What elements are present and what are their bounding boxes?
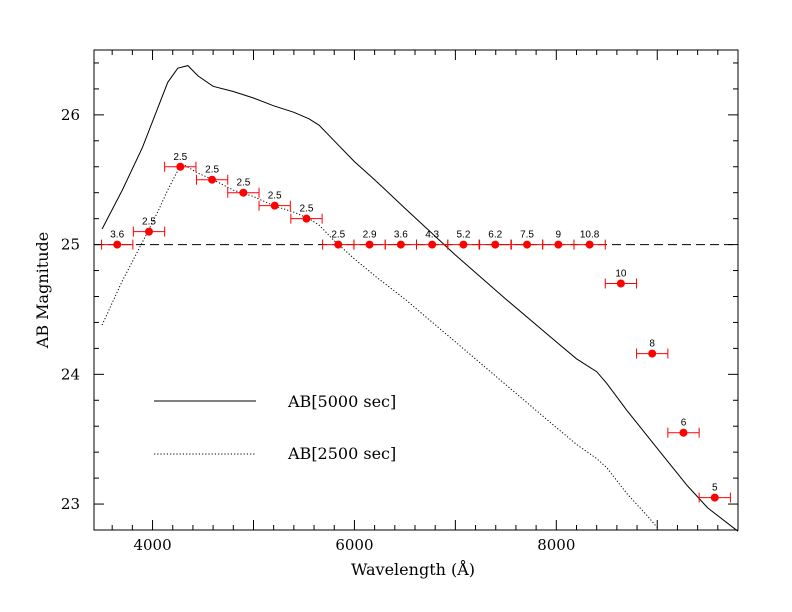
data-point-11: 5.2 [447, 230, 480, 250]
point-label: 2.9 [363, 230, 377, 241]
point-label: 2.5 [268, 191, 282, 202]
point-marker [585, 240, 594, 249]
y-axis-title: AB Magnitude [33, 232, 52, 349]
point-label: 2.5 [142, 217, 156, 228]
point-marker [396, 240, 405, 249]
legend-label-5000: AB[5000 sec] [287, 392, 396, 411]
point-label: 5 [712, 483, 718, 494]
point-marker [710, 493, 719, 502]
point-label: 7.5 [520, 230, 534, 241]
x-tick-label: 4000 [133, 536, 171, 554]
data-point-17: 8 [636, 339, 669, 359]
data-point-16: 10 [604, 269, 638, 289]
point-label: 2.5 [331, 230, 345, 241]
point-marker [113, 240, 122, 249]
y-tick-label: 24 [61, 365, 80, 383]
data-point-15: 10.8 [573, 230, 606, 250]
data-point-18: 6 [667, 418, 700, 438]
point-marker [554, 240, 563, 249]
series-line-1 [101, 163, 658, 528]
point-marker [270, 201, 279, 210]
y-tick-label: 26 [61, 106, 80, 124]
point-label: 10.8 [580, 230, 600, 241]
point-marker [302, 214, 311, 223]
point-label: 2.5 [173, 152, 187, 163]
data-point-19: 5 [698, 483, 731, 503]
point-label: 6.2 [488, 230, 502, 241]
point-marker [459, 240, 468, 249]
data-point-6: 2.5 [290, 204, 323, 224]
legend-label-2500: AB[2500 sec] [287, 444, 396, 463]
plot-frame [93, 49, 739, 531]
point-label: 2.5 [205, 165, 219, 176]
data-point-1: 2.5 [132, 217, 166, 237]
point-label: 3.6 [110, 230, 124, 241]
y-tick-label: 23 [61, 495, 80, 513]
point-marker [523, 240, 532, 249]
data-point-9: 3.6 [384, 230, 418, 250]
point-label: 2.5 [300, 204, 314, 215]
data-point-14: 9 [542, 230, 575, 250]
x-axis-title: Wavelength (Å) [351, 559, 475, 579]
point-marker [145, 227, 154, 236]
x-tick-label: 6000 [335, 536, 373, 554]
data-point-5: 2.5 [258, 191, 291, 211]
data-point-12: 6.2 [479, 230, 512, 250]
point-marker [239, 188, 248, 197]
point-label: 6 [681, 418, 687, 429]
y-tick-label: 25 [61, 236, 80, 254]
point-label: 8 [649, 339, 655, 350]
point-label: 9 [556, 230, 562, 241]
point-label: 4.3 [425, 230, 439, 241]
series-line-0 [101, 65, 739, 532]
point-label: 3.6 [394, 230, 408, 241]
point-label: 10 [615, 269, 627, 280]
point-marker [208, 175, 217, 184]
data-point-8: 2.9 [353, 230, 386, 250]
point-marker [648, 349, 657, 358]
data-point-7: 2.5 [322, 230, 355, 250]
data-point-0: 3.6 [101, 230, 134, 250]
data-point-10: 4.3 [416, 230, 449, 250]
point-marker [365, 240, 374, 249]
point-label: 2.5 [236, 178, 250, 189]
point-marker [679, 428, 688, 437]
data-point-4: 2.5 [227, 178, 260, 198]
data-point-3: 2.5 [195, 165, 229, 185]
data-point-13: 7.5 [510, 230, 544, 250]
point-marker [616, 279, 625, 288]
point-marker [491, 240, 500, 249]
point-marker [176, 162, 185, 171]
point-marker [334, 240, 343, 249]
x-tick-label: 8000 [537, 536, 575, 554]
point-marker [428, 240, 437, 249]
data-point-2: 2.5 [164, 152, 197, 172]
point-label: 5.2 [456, 230, 470, 241]
